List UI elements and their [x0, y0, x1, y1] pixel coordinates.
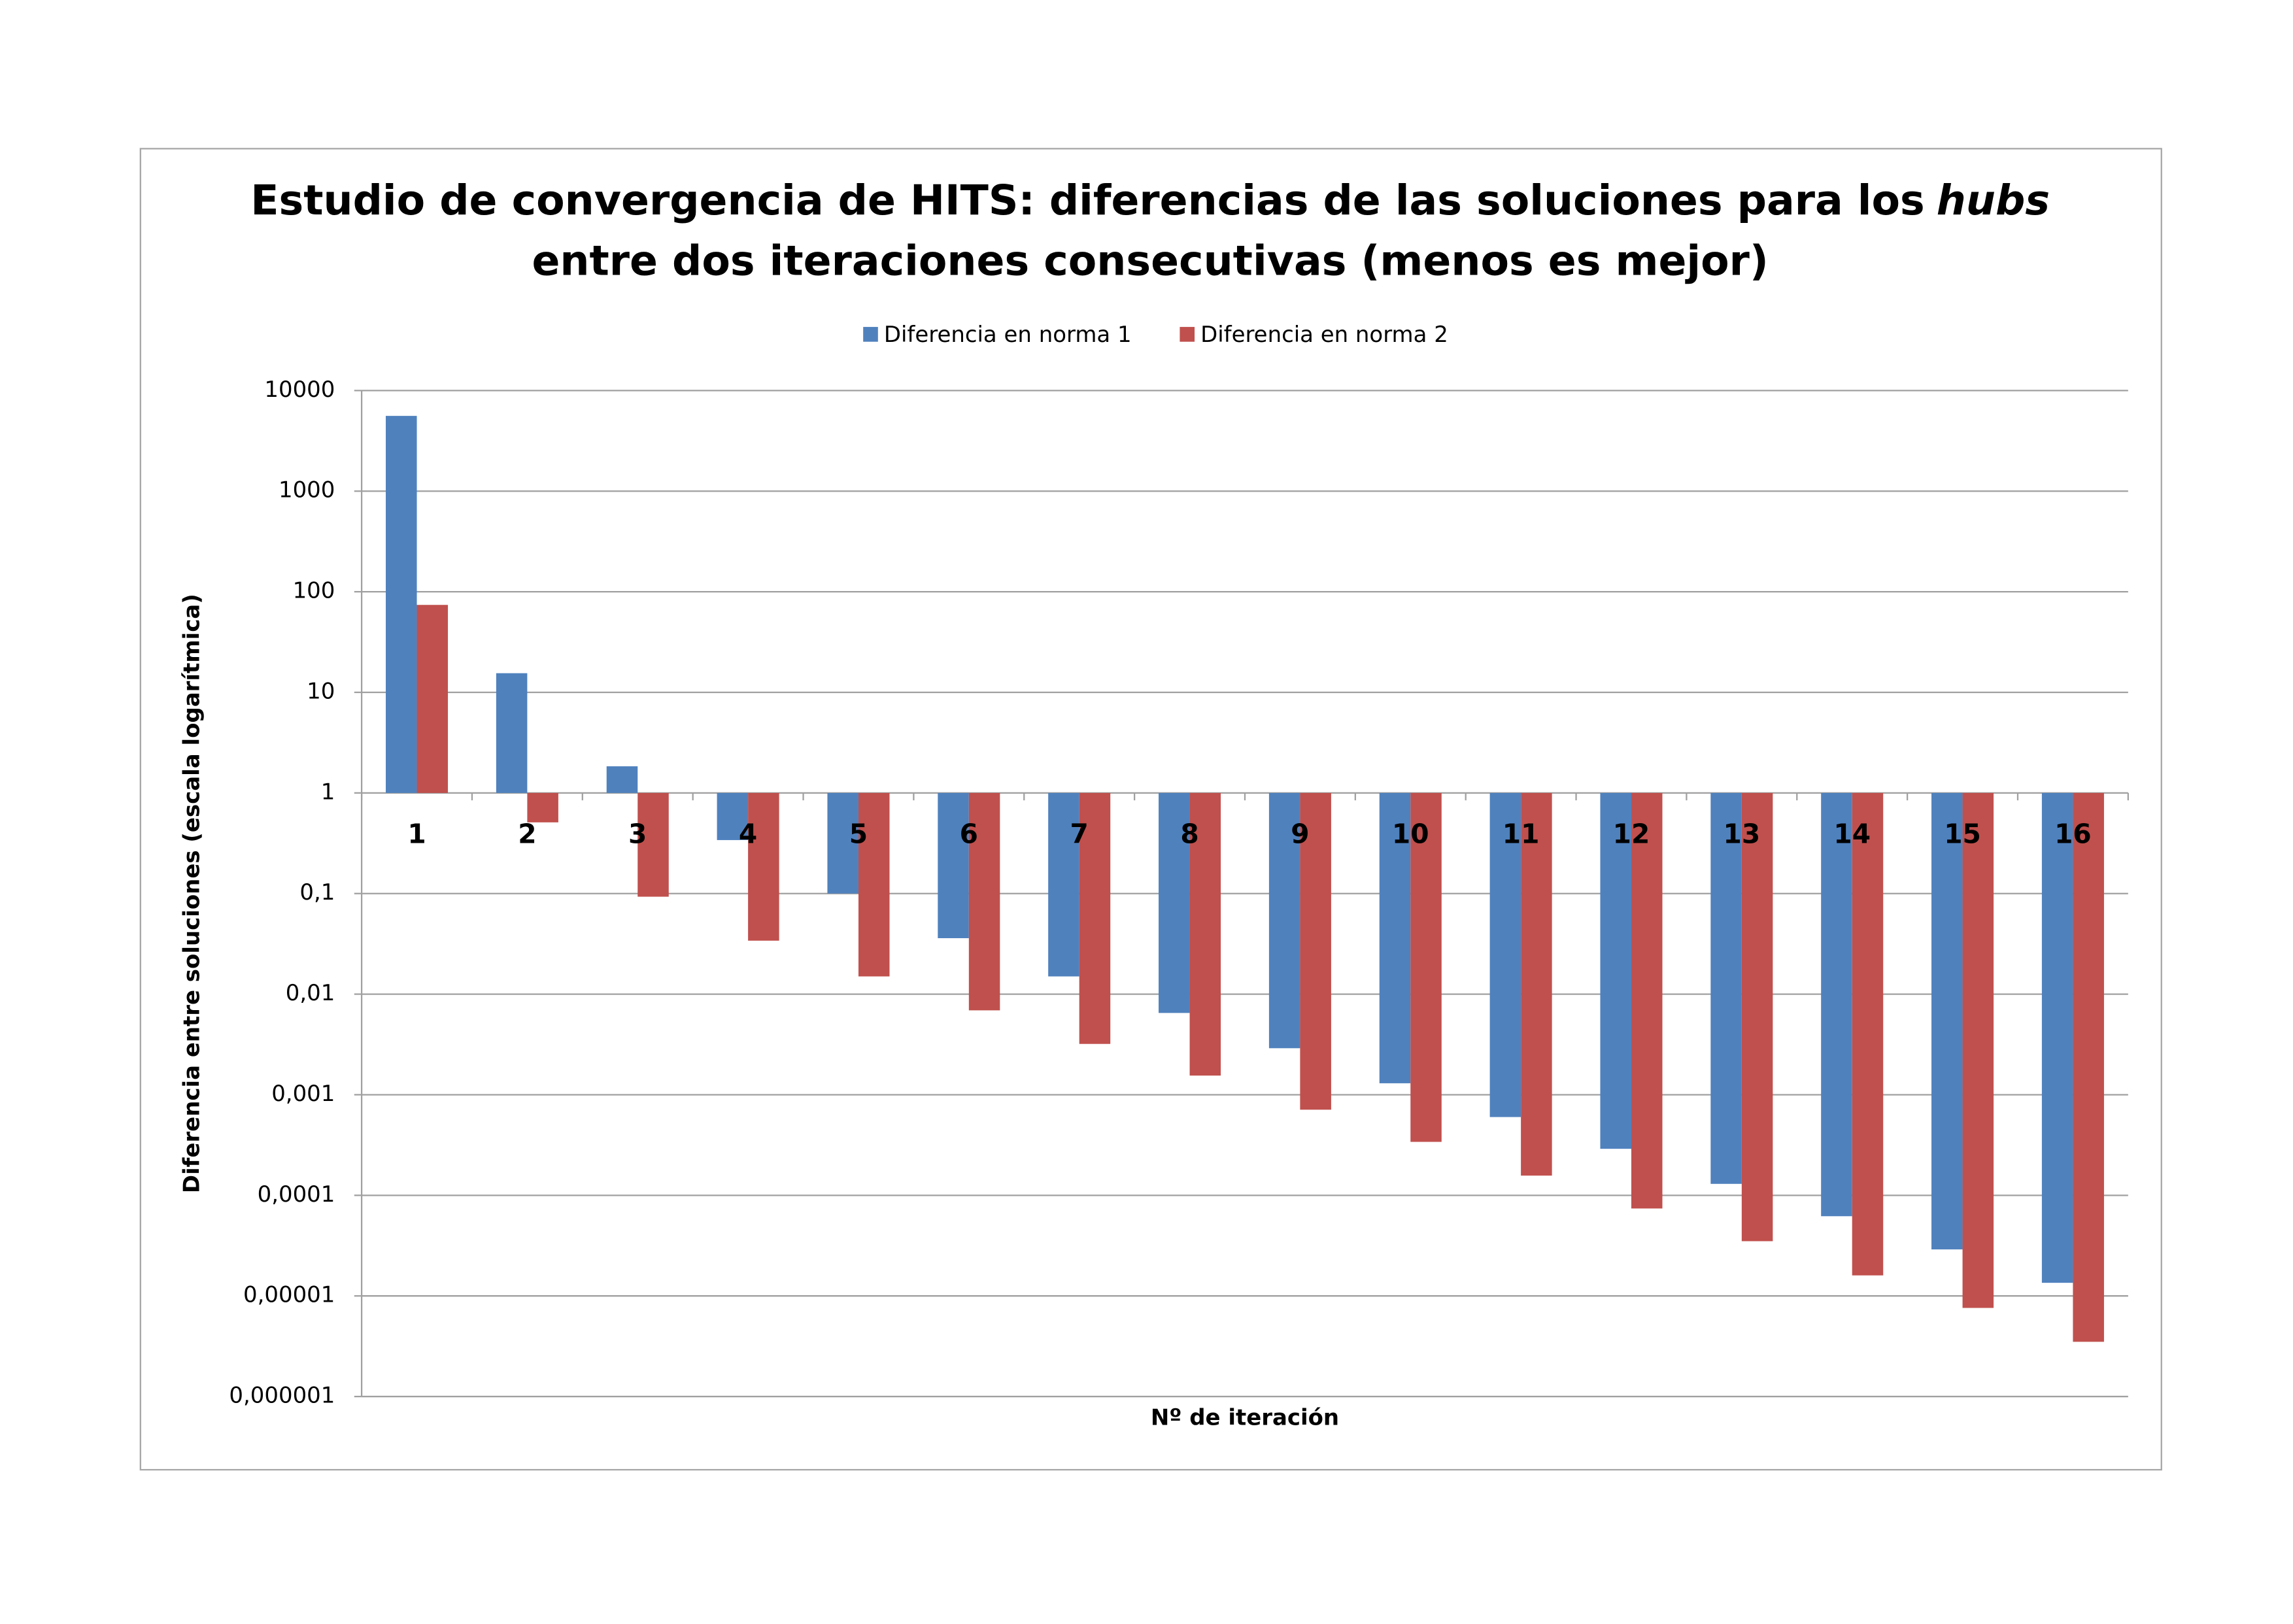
y-tick-label: 0,00001	[243, 1282, 335, 1308]
y-tick-label: 0,01	[286, 980, 335, 1006]
chart-title: Estudio de convergencia de HITS: diferen…	[250, 176, 2050, 224]
x-tick-label: 4	[739, 818, 757, 849]
bar	[1741, 792, 1773, 1242]
x-tick-label: 15	[1944, 818, 1981, 849]
title-part: hubs	[1937, 176, 2050, 224]
y-tick-label: 1000	[279, 477, 335, 503]
x-tick-label: 16	[2054, 818, 2092, 849]
x-tick-label: 7	[1070, 818, 1089, 849]
bar	[1600, 792, 1631, 1149]
bar	[1962, 792, 1994, 1308]
bar	[637, 792, 669, 897]
y-tick-label: 10	[307, 678, 335, 704]
bar	[1852, 792, 1884, 1276]
legend-label: Diferencia en norma 1	[884, 322, 1132, 348]
bar	[858, 792, 890, 977]
bar	[2041, 792, 2073, 1283]
x-tick-label: 6	[960, 818, 978, 849]
bar	[1379, 792, 1411, 1083]
bar	[1048, 792, 1079, 977]
bar	[496, 673, 528, 793]
bar	[606, 766, 638, 793]
y-tick-label: 1	[321, 779, 335, 805]
bar	[1079, 792, 1111, 1044]
bar	[1489, 792, 1521, 1117]
chart-title: entre dos iteraciones consecutivas (meno…	[532, 236, 1768, 284]
bar	[527, 792, 558, 822]
bar	[1300, 792, 1331, 1110]
bar	[1821, 792, 1852, 1217]
y-tick-label: 0,1	[299, 879, 335, 905]
legend-label: Diferencia en norma 2	[1200, 322, 1448, 348]
bar	[1631, 792, 1663, 1209]
x-tick-label: 14	[1833, 818, 1871, 849]
bar	[827, 792, 858, 894]
bar	[1159, 792, 1190, 1013]
x-tick-label: 13	[1724, 818, 1761, 849]
x-axis-label: Nº de iteración	[1151, 1405, 1339, 1431]
x-tick-label: 5	[849, 818, 868, 849]
x-tick-label: 12	[1613, 818, 1650, 849]
y-tick-label: 0,0001	[258, 1181, 335, 1208]
bar	[386, 416, 417, 793]
bar	[1521, 792, 1552, 1176]
bar	[1268, 792, 1300, 1049]
x-tick-label: 11	[1503, 818, 1540, 849]
y-tick-label: 100	[293, 578, 335, 604]
bar	[968, 792, 1000, 1011]
title-part: Estudio de convergencia de HITS: diferen…	[250, 176, 1924, 224]
bar	[938, 792, 969, 938]
bar	[2073, 792, 2104, 1342]
x-tick-label: 1	[407, 818, 426, 849]
x-tick-label: 10	[1392, 818, 1429, 849]
x-tick-label: 9	[1291, 818, 1309, 849]
legend-swatch	[1180, 327, 1195, 342]
bar	[1931, 792, 1963, 1250]
y-tick-label: 10000	[264, 377, 335, 403]
legend-swatch	[863, 327, 878, 342]
y-tick-label: 0,001	[271, 1081, 335, 1107]
bar	[416, 605, 449, 793]
x-tick-label: 8	[1180, 818, 1198, 849]
bar	[748, 792, 779, 941]
bar	[717, 792, 749, 840]
bar	[1410, 792, 1442, 1142]
bar	[1189, 792, 1221, 1076]
x-tick-label: 3	[628, 818, 647, 849]
y-axis-label: Diferencia entre soluciones (escala loga…	[179, 594, 205, 1193]
bar	[1710, 792, 1742, 1184]
y-tick-label: 0,000001	[229, 1383, 335, 1409]
x-tick-label: 2	[518, 818, 536, 849]
